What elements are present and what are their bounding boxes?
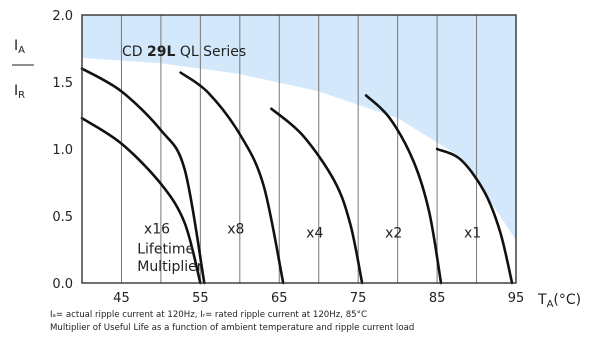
multiplier-label: x2 xyxy=(385,225,402,241)
x-tick-label: 45 xyxy=(113,291,130,306)
vertical-gridlines xyxy=(120,15,478,283)
y-label-bottom-main: I xyxy=(14,83,18,99)
y-tick-label: 1.0 xyxy=(52,143,73,158)
multiplier-label: x16 xyxy=(144,221,170,237)
curve-x16 xyxy=(80,116,202,285)
x-label-main: T xyxy=(537,292,547,308)
y-label-top-main: I xyxy=(14,38,18,54)
y-tick-label: 2.0 xyxy=(52,9,73,24)
multiplier-label: x8 xyxy=(227,221,244,237)
x-label-sub: A xyxy=(547,299,554,310)
x-axis-label: TA(°C) xyxy=(537,292,581,310)
y-axis-label-bottom: IR xyxy=(14,83,25,101)
chart-title-suffix: QL Series xyxy=(175,44,246,60)
curve-x16 xyxy=(80,67,206,285)
y-tick-label: 1.5 xyxy=(52,76,73,91)
x-label-unit: (°C) xyxy=(553,292,581,308)
x-tick-labels: 45 55 65 75 85 95 xyxy=(113,291,524,306)
y-tick-label: 0.5 xyxy=(52,210,73,225)
annotation-line1: Lifetime xyxy=(137,242,194,258)
multiplier-label: x1 xyxy=(464,225,481,241)
chart-title: CD 29L QL Series xyxy=(122,44,246,60)
curve-x2 xyxy=(364,94,443,285)
x-tick-label: 75 xyxy=(350,291,367,306)
curves xyxy=(80,67,514,285)
x-tick-label: 85 xyxy=(429,291,446,306)
curve-x1 xyxy=(435,147,514,285)
chart-title-prefix: CD xyxy=(122,44,147,60)
shaded-region xyxy=(82,15,516,241)
y-label-top-sub: A xyxy=(18,45,25,56)
curve-x8 xyxy=(179,71,285,285)
multiplier-label: x4 xyxy=(306,225,323,241)
multiplier-labels: x16 x8 x4 x2 x1 xyxy=(144,221,481,241)
y-tick-label: 0.0 xyxy=(52,277,73,292)
footnote-line1: Iₐ= actual ripple current at 120Hz, Iᵣ= … xyxy=(50,310,367,320)
x-tick-label: 95 xyxy=(508,291,525,306)
annotation-line2: Multiplier xyxy=(137,259,203,275)
chart-title-bold: 29L xyxy=(147,44,175,60)
curve-x4 xyxy=(270,107,364,285)
y-axis-label-top: IA xyxy=(14,38,25,56)
plot-frame xyxy=(81,14,517,284)
y-tick-labels: 0.0 0.5 1.0 1.5 2.0 xyxy=(52,9,73,292)
x-tick-label: 65 xyxy=(271,291,288,306)
footnote-line2: Multiplier of Useful Life as a function … xyxy=(50,323,415,333)
y-label-bottom-sub: R xyxy=(18,90,25,101)
x-tick-label: 55 xyxy=(192,291,209,306)
